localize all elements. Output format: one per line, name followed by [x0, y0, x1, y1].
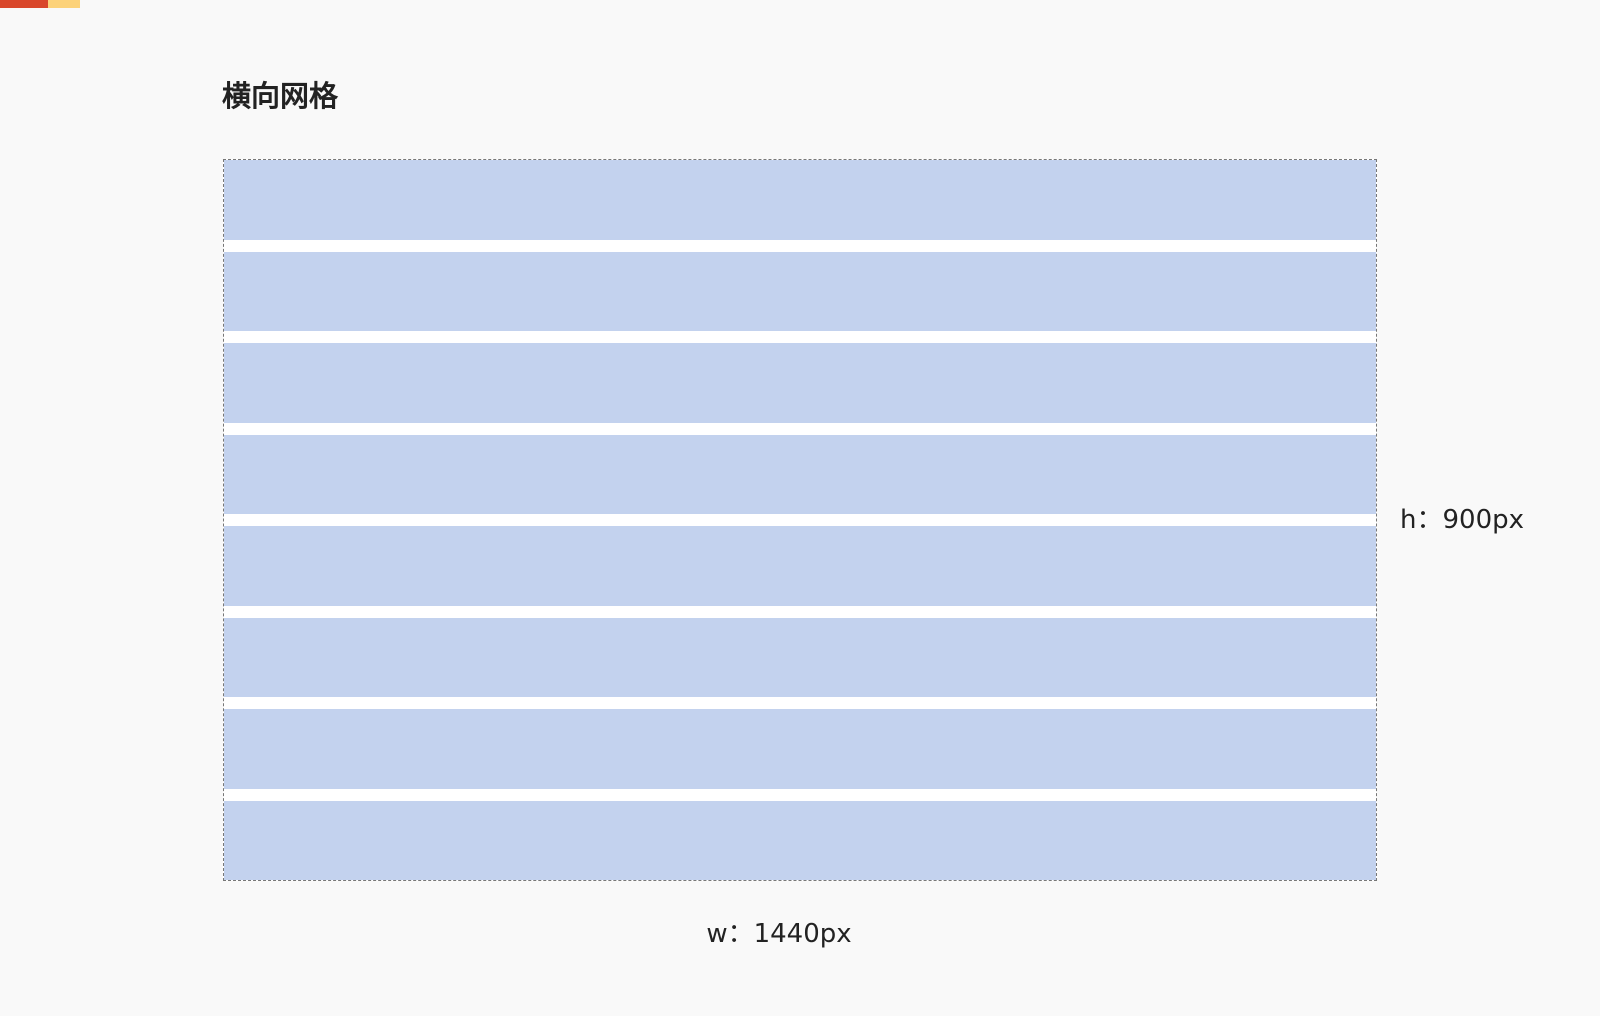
accent-bar [0, 0, 48, 8]
grid-row [224, 617, 1376, 697]
grid-frame [223, 159, 1377, 881]
width-label: w：1440px [706, 919, 852, 949]
grid-row [224, 251, 1376, 331]
height-label: h：900px [1400, 505, 1524, 535]
accent-bar [48, 0, 80, 8]
grid-row [224, 709, 1376, 789]
grid-row [224, 526, 1376, 606]
grid-row [224, 160, 1376, 240]
grid-row [224, 343, 1376, 423]
grid-row [224, 434, 1376, 514]
title: 横向网格 [222, 79, 339, 113]
grid-row [224, 800, 1376, 880]
